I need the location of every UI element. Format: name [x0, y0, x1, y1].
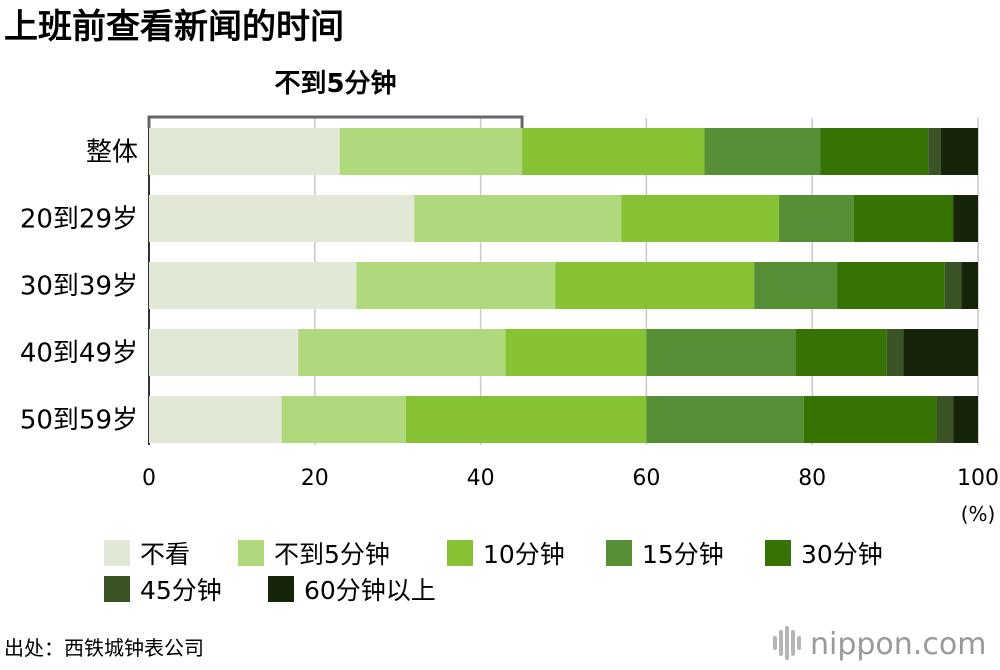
bar-segment: [953, 195, 978, 242]
bar-segment: [646, 329, 796, 376]
legend-swatch: [238, 540, 264, 566]
category-label: 50到59岁: [20, 406, 138, 436]
bar-segment: [405, 396, 647, 443]
bar-segment: [149, 128, 340, 175]
bar-segment: [853, 195, 954, 242]
x-tick-label: 60: [632, 466, 660, 491]
bracket-annotation: 不到5分钟: [147, 68, 524, 128]
bar-segment: [928, 128, 941, 175]
legend-label: 60分钟以上: [304, 576, 436, 605]
bar-segment: [803, 396, 937, 443]
category-label: 40到49岁: [20, 339, 138, 369]
bar-segment: [820, 128, 929, 175]
bar-segment: [339, 128, 523, 175]
legend-swatch: [268, 576, 294, 602]
legend-swatch: [606, 540, 632, 566]
bar-segment: [961, 262, 978, 309]
bar-segment: [795, 329, 887, 376]
bar-segment: [505, 329, 647, 376]
bar-segment: [837, 262, 945, 309]
bar-segment: [621, 195, 780, 242]
brand-logo: nippon.com: [773, 626, 986, 662]
legend-label: 15分钟: [642, 540, 724, 569]
brand-mark-icon: [773, 626, 801, 660]
x-tick-label: 40: [467, 466, 495, 491]
bar-segment: [936, 396, 954, 443]
legend-swatch: [765, 540, 791, 566]
bar-segment: [522, 128, 705, 175]
bar-segment: [704, 128, 821, 175]
category-labels: 整体 20到29岁 30到39岁 40到49岁 50到59岁: [20, 138, 138, 436]
bar-segment: [754, 262, 838, 309]
legend-label: 10分钟: [483, 540, 565, 569]
bar-segment: [953, 396, 978, 443]
legend-label: 45分钟: [140, 576, 222, 605]
bar-segment: [940, 128, 978, 175]
x-tick-label: 20: [301, 466, 329, 491]
bar-segment: [298, 329, 506, 376]
x-tick-label: 0: [142, 466, 156, 491]
bar-segment: [356, 262, 556, 309]
x-unit-label: (%): [961, 502, 996, 526]
bar-segment: [903, 329, 978, 376]
bracket-label: 不到5分钟: [274, 68, 396, 99]
bar-segment: [646, 396, 804, 443]
legend-label: 不看: [140, 540, 190, 569]
category-label: 20到29岁: [20, 205, 138, 235]
legend-swatch: [447, 540, 473, 566]
legend-swatch: [104, 576, 130, 602]
brand-text: nippon.com: [810, 627, 986, 662]
x-tick-labels: 0 20 40 60 80 100: [142, 466, 999, 491]
bar-segment: [281, 396, 406, 443]
bar-segment: [886, 329, 904, 376]
bars: [149, 128, 978, 443]
source-note: 出处：西铁城钟表公司: [4, 636, 204, 660]
bar-segment: [149, 262, 357, 309]
legend-swatch: [104, 540, 130, 566]
legend-label: 不到5分钟: [274, 540, 390, 569]
x-tick-label: 80: [798, 466, 826, 491]
bar-segment: [944, 262, 962, 309]
bracket-line: [147, 115, 524, 128]
x-tick-label: 100: [957, 466, 999, 491]
chart-title: 上班前查看新闻的时间: [4, 7, 344, 47]
legend-label: 30分钟: [801, 540, 883, 569]
bar-segment: [149, 329, 299, 376]
bar-segment: [149, 396, 282, 443]
bar-segment: [555, 262, 755, 309]
legend: 不看 不到5分钟 10分钟 15分钟 30分钟 45分钟 60分钟以上: [104, 540, 883, 605]
bar-segment: [149, 195, 415, 242]
bar-segment: [779, 195, 854, 242]
category-label: 整体: [86, 138, 138, 168]
bar-segment: [414, 195, 622, 242]
category-label: 30到39岁: [20, 272, 138, 302]
